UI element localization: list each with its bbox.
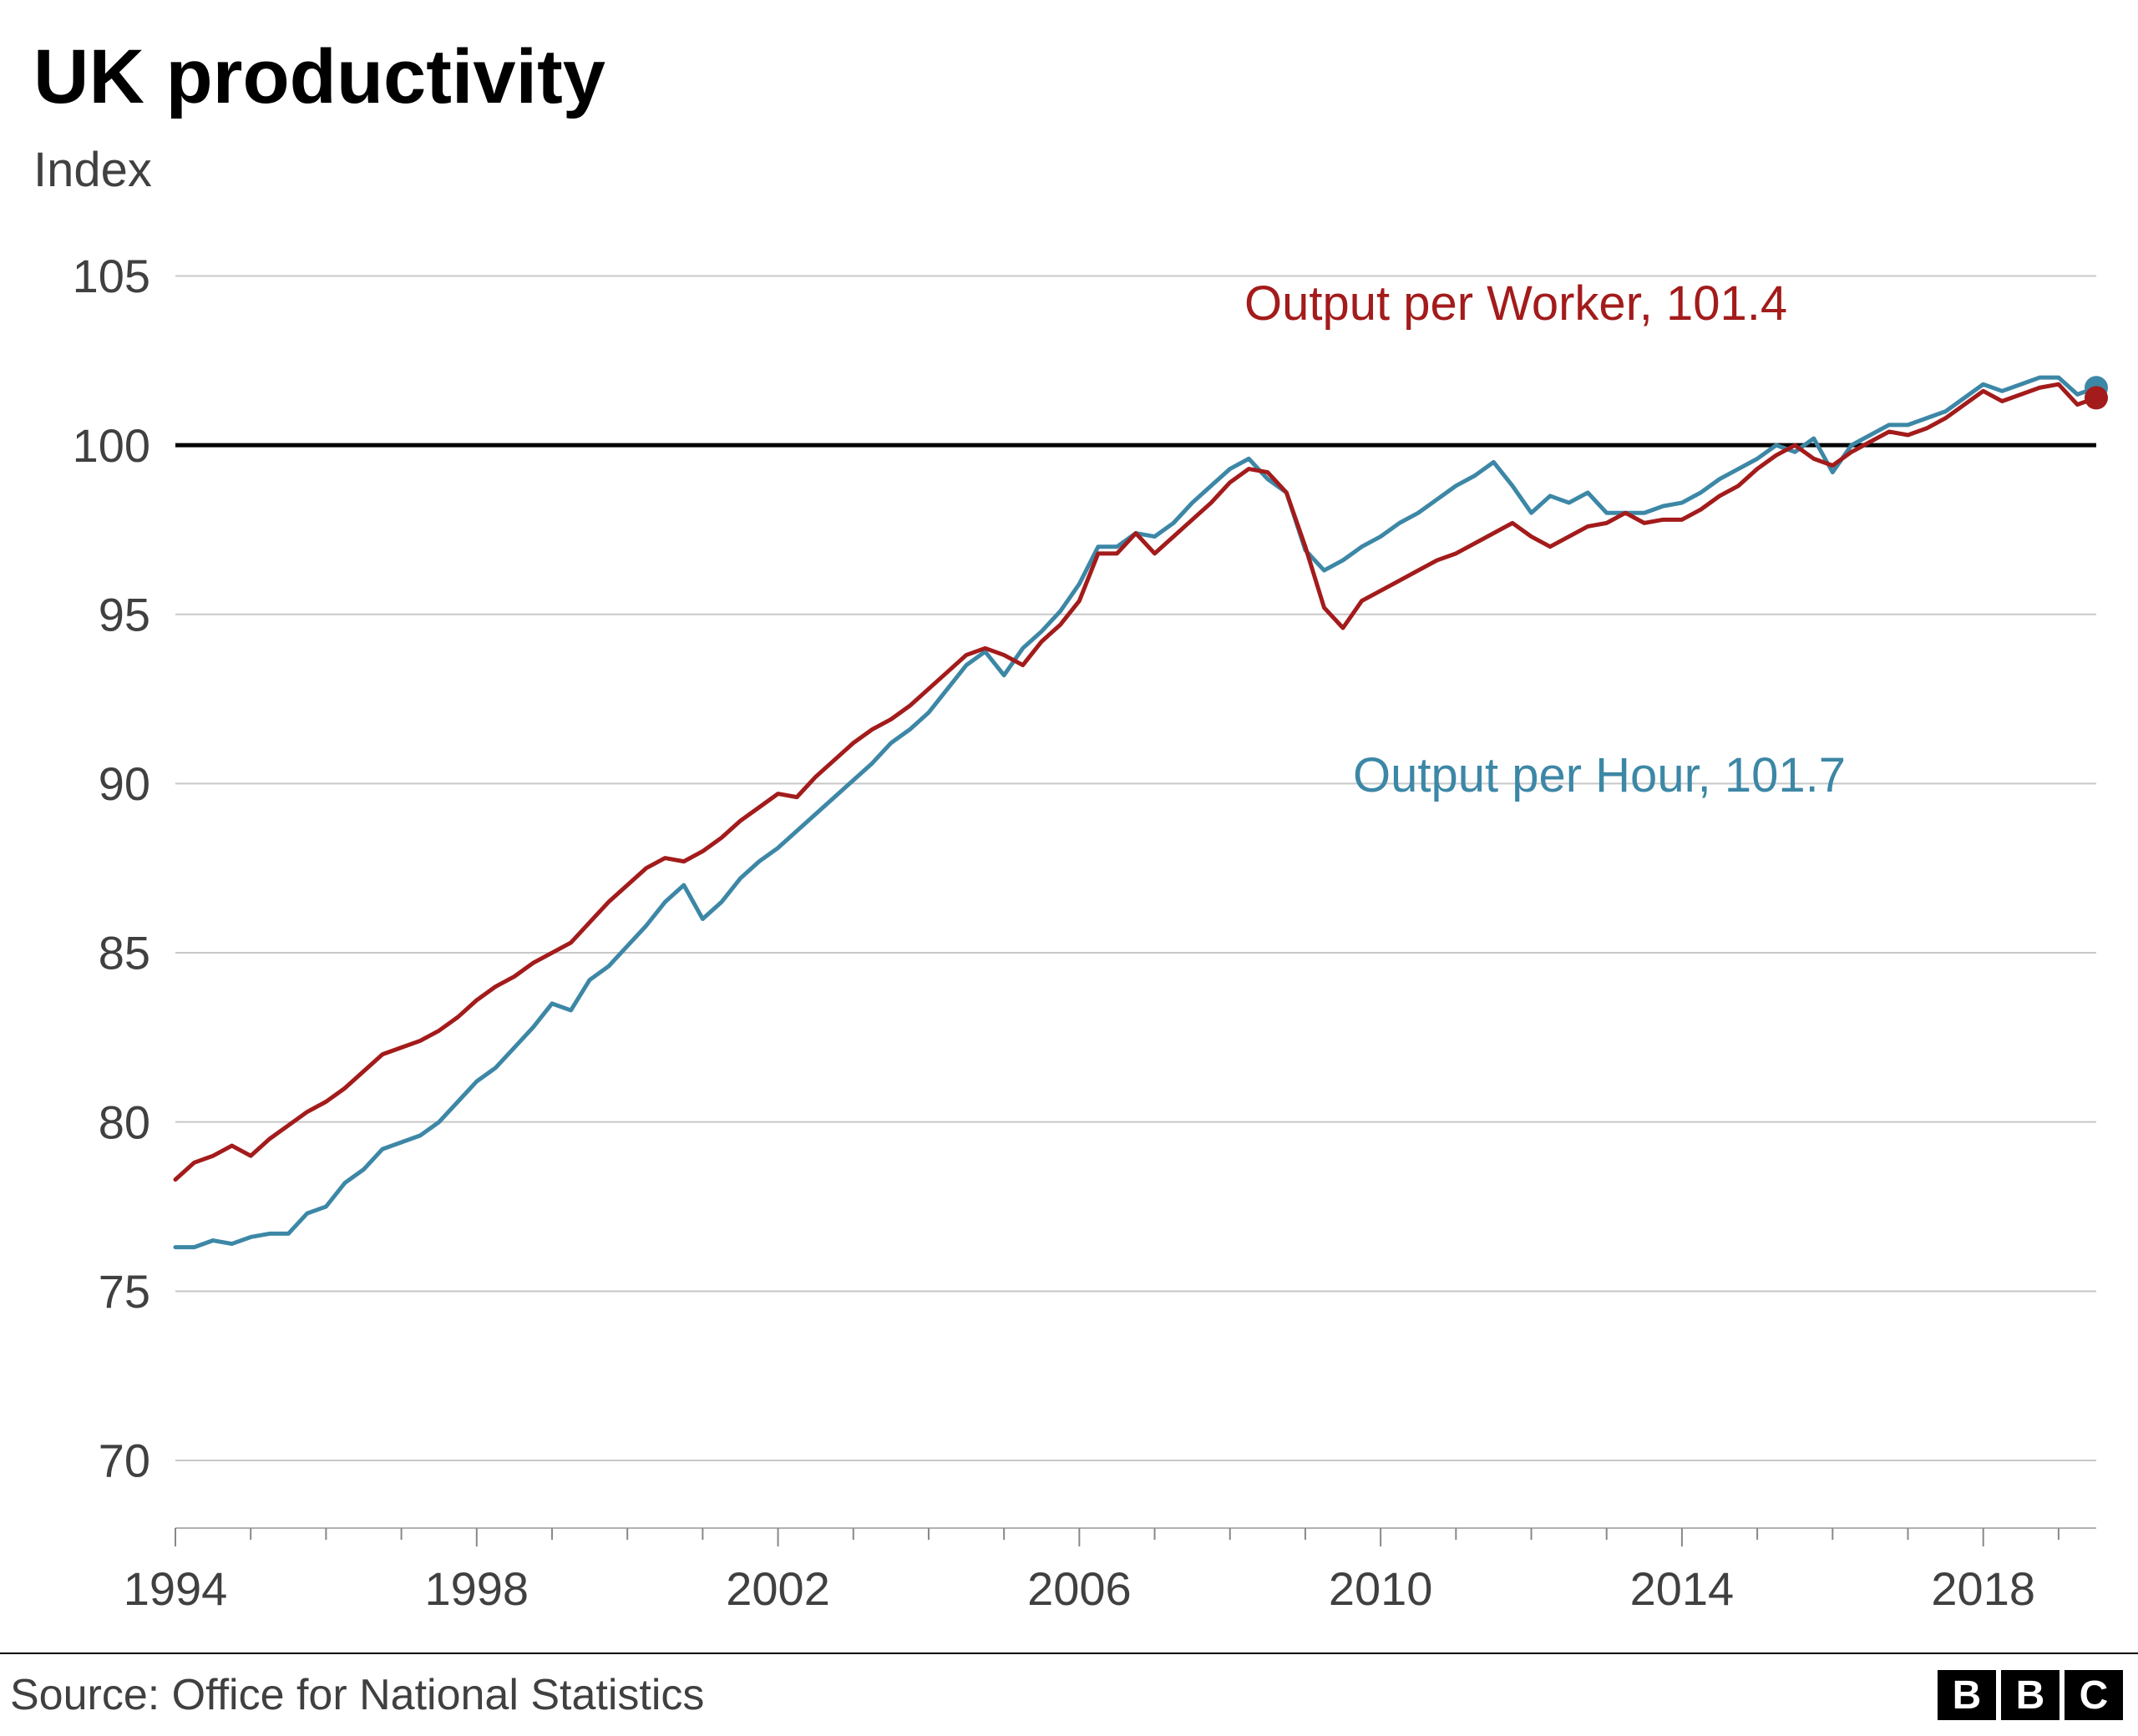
svg-text:95: 95 [99, 588, 150, 640]
svg-text:75: 75 [99, 1265, 150, 1318]
svg-text:70: 70 [99, 1435, 150, 1487]
svg-text:1994: 1994 [124, 1562, 228, 1615]
chart-figure: 70 75 80 85 90 95 100 105 1994 1998 2002 2006 2010 20… [0, 0, 2138, 1736]
svg-text:2018: 2018 [1931, 1562, 2035, 1615]
svg-text:90: 90 [99, 757, 150, 810]
bbc-logo-box-1: B [1938, 1670, 1996, 1720]
series-label-worker: Output per Worker, 101.4 [1244, 276, 1787, 332]
series-label-hour: Output per Hour, 101.7 [1353, 747, 1846, 803]
bbc-logo-box-2: B [2001, 1670, 2059, 1720]
svg-text:100: 100 [73, 419, 150, 472]
bbc-logo: B B C [1938, 1670, 2123, 1720]
svg-text:2006: 2006 [1027, 1562, 1132, 1615]
svg-text:80: 80 [99, 1096, 150, 1148]
svg-text:1998: 1998 [424, 1562, 529, 1615]
svg-text:2014: 2014 [1630, 1562, 1735, 1615]
chart-title: UK productivity [33, 33, 605, 121]
svg-text:105: 105 [73, 250, 150, 302]
chart-subtitle: Index [33, 142, 152, 198]
chart-svg: 70 75 80 85 90 95 100 105 1994 1998 2002 2006 2010 20… [0, 0, 2138, 1736]
bbc-logo-box-3: C [2065, 1670, 2123, 1720]
source-text: Source: Office for National Statistics [10, 1670, 704, 1720]
svg-text:85: 85 [99, 927, 150, 979]
svg-text:2002: 2002 [726, 1562, 830, 1615]
svg-text:2010: 2010 [1329, 1562, 1433, 1615]
